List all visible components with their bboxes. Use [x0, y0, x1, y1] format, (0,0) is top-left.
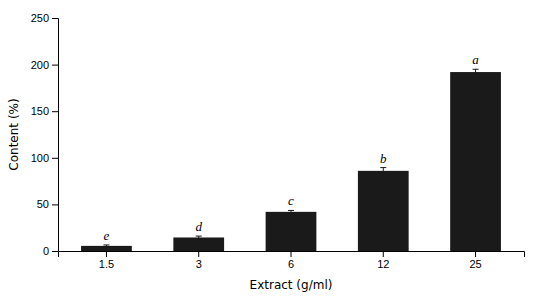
bar — [266, 212, 317, 251]
error-bar-line — [383, 168, 384, 175]
bar — [173, 237, 224, 251]
y-tick: 0 — [43, 245, 58, 257]
y-tick-label: 50 — [37, 198, 49, 210]
y-tick-mark — [52, 18, 58, 19]
x-tick: 6 — [288, 251, 294, 270]
annotation: e — [104, 228, 110, 243]
error-bar — [196, 236, 202, 239]
y-tick-mark — [52, 65, 58, 66]
error-bar — [103, 245, 109, 247]
y-tick: 50 — [37, 198, 58, 210]
y-tick-mark — [52, 251, 58, 252]
error-bar — [288, 210, 294, 213]
plot: 1.5361225050100150200250edcba — [31, 12, 525, 270]
error-bar-cap — [473, 69, 479, 70]
bar — [450, 72, 501, 251]
x-tick: 1.5 — [99, 251, 114, 270]
y-axis-title: Content (%) — [7, 98, 21, 170]
marks — [81, 69, 501, 251]
error-bar-cap — [103, 246, 109, 247]
error-bar-cap — [196, 236, 202, 237]
x-tick-label: 6 — [288, 258, 294, 270]
x-axis: 1.5 3 6 12 25 — [59, 251, 525, 270]
y-tick: 200 — [31, 59, 58, 71]
x-tick-label: 1.5 — [99, 258, 114, 270]
error-bar-cap — [288, 210, 294, 211]
bar — [358, 171, 409, 251]
x-tick-label: 12 — [377, 258, 389, 270]
y-tick: 250 — [31, 12, 58, 24]
y-tick-mark — [52, 204, 58, 205]
error-bar-cap — [288, 213, 294, 214]
y-tick-label: 0 — [43, 245, 49, 257]
y-tick-label: 100 — [31, 152, 49, 164]
error-bar-cap — [473, 74, 479, 75]
x-tick: 3 — [196, 251, 202, 270]
x-tick-label: 3 — [196, 258, 202, 270]
annotation: b — [380, 151, 387, 166]
chart: 1.5361225050100150200250edcbaExtract (g/… — [0, 0, 540, 297]
error-bar — [473, 69, 479, 75]
annotation: a — [472, 52, 479, 67]
x-tick-mark — [198, 251, 199, 257]
error-bar-cap — [196, 238, 202, 239]
x-axis-line — [59, 252, 525, 258]
x-tick: 12 — [377, 251, 389, 270]
error-bar-cap — [103, 244, 109, 245]
annotations: e d c b a — [104, 52, 480, 243]
y-tick: 100 — [31, 152, 58, 164]
x-tick-mark — [475, 251, 476, 257]
error-bar — [380, 168, 386, 175]
x-tick-label: 25 — [469, 258, 481, 270]
y-tick-label: 200 — [31, 59, 49, 71]
y-tick: 150 — [31, 105, 58, 117]
x-tick-mark — [291, 251, 292, 257]
x-axis-title: Extract (g/ml) — [250, 278, 333, 292]
x-tick: 25 — [469, 251, 481, 270]
bar — [81, 246, 132, 251]
annotation: c — [288, 193, 294, 208]
error-bar-cap — [380, 174, 386, 175]
y-tick-mark — [52, 111, 58, 112]
x-tick-mark — [383, 251, 384, 257]
annotation: d — [195, 219, 202, 234]
error-bar-line — [475, 69, 476, 75]
y-axis-line — [52, 19, 59, 252]
x-tick-mark — [106, 251, 107, 257]
y-tick-label: 150 — [31, 105, 49, 117]
y-tick-label: 250 — [31, 12, 49, 24]
y-tick-mark — [52, 158, 58, 159]
error-bar-cap — [380, 167, 386, 168]
y-axis: 0 50 100 150 200 250 — [31, 12, 59, 257]
